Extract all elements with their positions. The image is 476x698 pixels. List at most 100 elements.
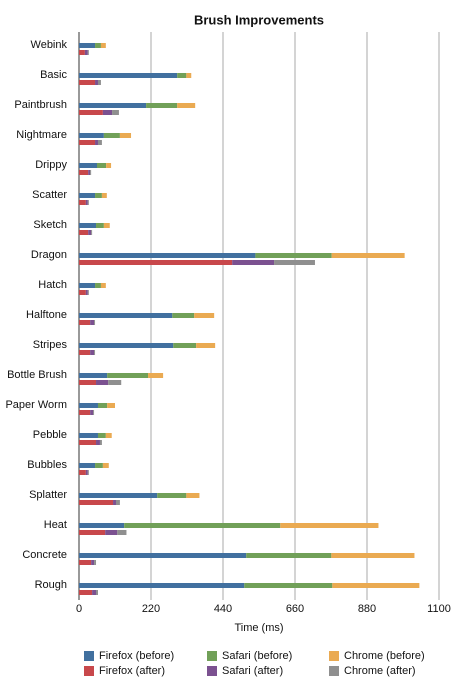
legend-label: Firefox (before) — [99, 650, 174, 662]
y-tick-label: Scatter — [32, 189, 67, 201]
bar-segment — [113, 500, 116, 505]
bar-segment — [244, 583, 333, 588]
bar-segment — [79, 170, 89, 175]
bar-segment — [96, 223, 104, 228]
bar-segment — [148, 373, 164, 378]
bar-segment — [88, 230, 92, 235]
bar-segment — [95, 43, 101, 48]
y-tick-label: Bubbles — [27, 459, 67, 471]
bar-segment — [87, 50, 89, 55]
bar-segment — [107, 373, 149, 378]
bar-segment — [157, 493, 187, 498]
legend-swatch — [329, 666, 339, 676]
y-tick-label: Nightmare — [16, 129, 67, 141]
x-tick-label: 0 — [76, 603, 82, 615]
legend-label: Safari (before) — [222, 650, 292, 662]
y-tick-label: Sketch — [33, 219, 67, 231]
bar-segment — [92, 590, 97, 595]
bar-segment — [103, 223, 110, 228]
bar-segment — [79, 80, 96, 85]
bar-segment — [177, 103, 196, 108]
y-tick-label: Stripes — [33, 339, 68, 351]
bar-segment — [105, 530, 118, 535]
bar-segment — [173, 343, 197, 348]
bar-segment — [97, 163, 107, 168]
y-tick-label: Paper Worm — [5, 399, 67, 411]
bar-segment — [79, 470, 86, 475]
bar-segment — [97, 140, 102, 145]
bar-segment — [85, 470, 88, 475]
y-tick-label: Halftone — [26, 309, 67, 321]
bar-segment — [274, 260, 315, 265]
bar-segment — [186, 493, 200, 498]
legend-label: Chrome (before) — [344, 650, 425, 662]
y-tick-label: Dragon — [31, 249, 67, 261]
bar-segment — [103, 133, 120, 138]
bar-segment — [146, 103, 178, 108]
bar-segment — [79, 343, 174, 348]
bar-segment — [79, 313, 173, 318]
bar-segment — [79, 253, 256, 258]
bar-segment — [246, 553, 332, 558]
bar-segment — [94, 560, 97, 565]
legend-swatch — [84, 651, 94, 661]
bar-segment — [79, 530, 106, 535]
bar-segment — [79, 590, 93, 595]
bar-segment — [177, 73, 187, 78]
bar-segment — [186, 73, 192, 78]
bar-segment — [255, 253, 332, 258]
y-tick-label: Hatch — [38, 279, 67, 291]
x-tick-label: 440 — [214, 603, 232, 615]
bar-segment — [87, 290, 89, 295]
bar-segment — [79, 133, 104, 138]
bar-segment — [79, 493, 158, 498]
y-tick-label: Basic — [40, 69, 67, 81]
x-tick-label: 660 — [286, 603, 304, 615]
bar-segment — [91, 230, 93, 235]
legend-swatch — [207, 666, 217, 676]
bar-segment — [280, 523, 379, 528]
bar-segment — [84, 50, 88, 55]
bar-segment — [96, 380, 109, 385]
y-tick-label: Pebble — [33, 429, 67, 441]
y-tick-label: Drippy — [35, 159, 67, 171]
bar-segment — [90, 170, 92, 175]
y-tick-label: Webink — [31, 39, 68, 51]
bar-segment — [94, 350, 96, 355]
bar-segment — [79, 223, 97, 228]
bar-segment — [97, 80, 101, 85]
bar-segment — [85, 290, 88, 295]
y-tick-label: Rough — [35, 579, 67, 591]
bar-segment — [91, 560, 95, 565]
bar-segment — [107, 403, 115, 408]
legend-label: Safari (after) — [222, 665, 283, 677]
bar-segment — [124, 523, 281, 528]
bar-segment — [90, 350, 95, 355]
bar-segment — [95, 283, 101, 288]
bar-segment — [79, 410, 91, 415]
bar-segment — [331, 553, 415, 558]
bar-segment — [96, 440, 100, 445]
bar-segment — [79, 373, 108, 378]
bar-segment — [79, 50, 85, 55]
legend-swatch — [84, 666, 94, 676]
y-tick-label: Heat — [44, 519, 67, 531]
bar-segment — [79, 583, 245, 588]
bar-segment — [87, 470, 89, 475]
y-tick-label: Concrete — [22, 549, 67, 561]
bar-segment — [101, 193, 107, 198]
bar-segment — [79, 500, 114, 505]
bar-segment — [106, 163, 112, 168]
bar-segment — [112, 110, 119, 115]
bar-segment — [194, 313, 215, 318]
bar-segment — [105, 433, 112, 438]
bar-segment — [94, 320, 96, 325]
bar-segment — [79, 200, 86, 205]
bar-segment — [79, 260, 233, 265]
bar-segment — [85, 200, 88, 205]
bar-segment — [79, 350, 91, 355]
bar-segment — [93, 410, 95, 415]
bar-segment — [79, 43, 96, 48]
bar-segment — [332, 583, 420, 588]
